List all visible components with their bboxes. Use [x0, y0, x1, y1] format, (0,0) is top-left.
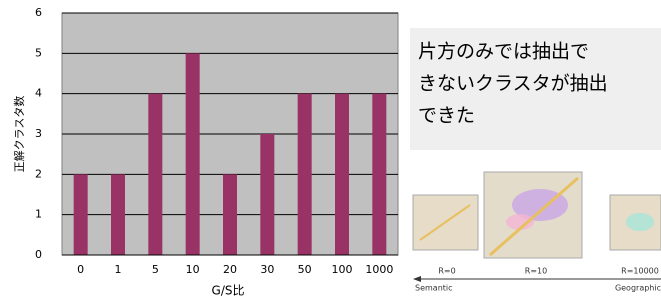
y-tick-label: 3	[35, 127, 42, 140]
x-tick-label: 1	[115, 263, 122, 276]
note-line: きないクラスタが抽出	[418, 73, 608, 95]
map-label: R=0	[438, 267, 455, 276]
x-axis-label: G/S比	[212, 284, 245, 298]
x-tick-label: 10	[186, 263, 200, 276]
map-thumbnails	[413, 172, 661, 258]
note-line: できた	[418, 105, 475, 127]
axis-end-label: Semantic	[415, 284, 453, 293]
bar	[298, 94, 312, 255]
y-axis-label: 正解クラスタ数	[12, 96, 26, 173]
bar	[74, 174, 88, 255]
y-tick-label: 6	[35, 6, 42, 19]
axis-end-label: Geographic	[615, 284, 661, 293]
x-tick-label: 30	[260, 263, 274, 276]
x-tick-label: 100	[332, 263, 353, 276]
map-label: R=10000	[621, 267, 659, 276]
bar	[186, 53, 200, 255]
y-tick-label: 0	[35, 248, 42, 261]
bar	[148, 94, 162, 255]
y-tick-label: 1	[35, 208, 42, 221]
x-tick-label: 50	[298, 263, 312, 276]
x-tick-label: 0	[77, 263, 84, 276]
bar	[223, 174, 237, 255]
bar	[111, 174, 125, 255]
y-tick-label: 5	[35, 46, 42, 59]
x-tick-label: 20	[223, 263, 237, 276]
map-label: R=10	[525, 267, 547, 276]
bar	[260, 134, 274, 255]
y-tick-label: 4	[35, 87, 42, 100]
note-line: 片方のみでは抽出で	[418, 41, 589, 63]
page: 片方のみでは抽出で きないクラスタが抽出 できた R=0 R=10 R=1000…	[0, 0, 661, 301]
x-tick-label: 5	[152, 263, 159, 276]
cluster	[626, 213, 654, 231]
bar	[335, 94, 349, 255]
y-tick-label: 2	[35, 167, 42, 180]
x-tick-label: 1000	[365, 263, 393, 276]
bar	[372, 94, 386, 255]
arrow-head	[413, 276, 421, 282]
